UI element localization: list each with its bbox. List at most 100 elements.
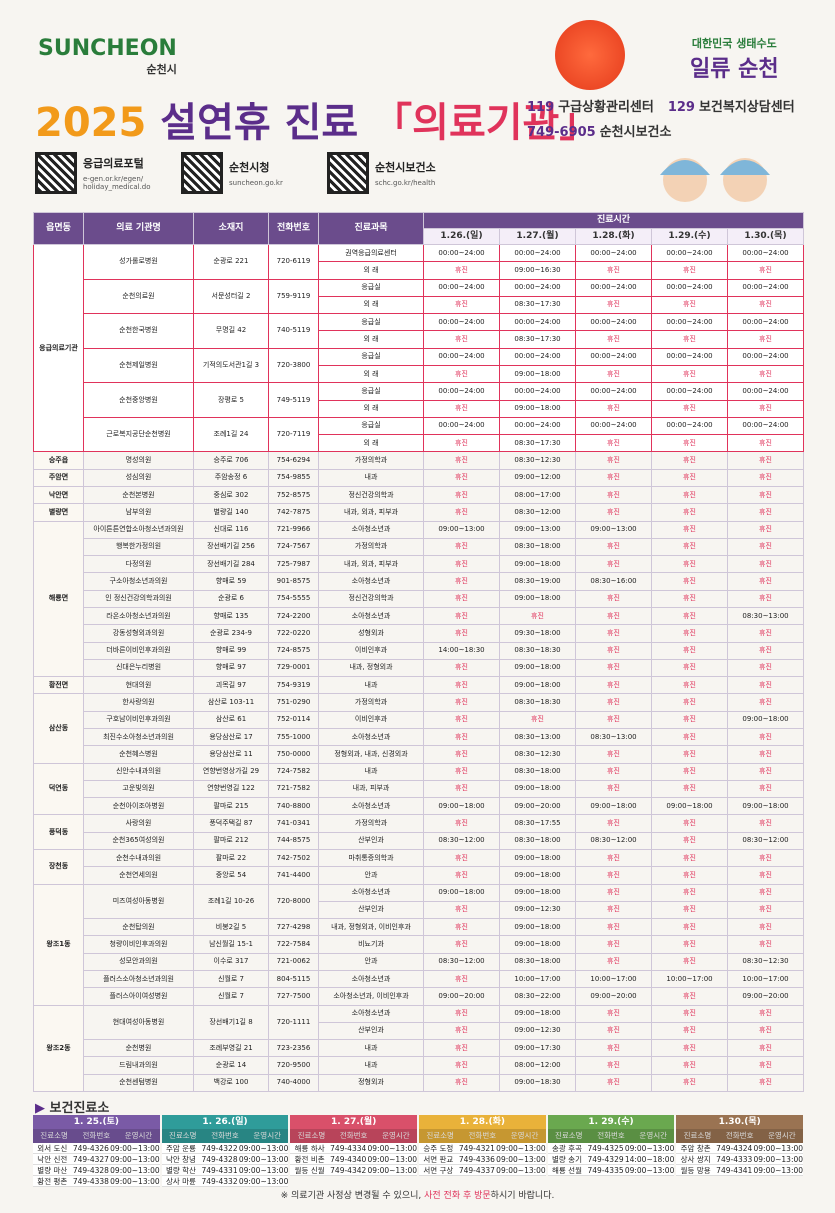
cell-addr: 주암송정 6	[193, 468, 269, 487]
cell-tel: 740-5119	[268, 313, 319, 349]
hours: 00:00~24:00	[727, 382, 804, 401]
cell-addr: 풍덕주택길 87	[193, 814, 269, 833]
column-header: 진료소명	[419, 1129, 462, 1143]
hours: 휴진	[423, 485, 500, 505]
cell-tel: 752-0114	[268, 710, 319, 729]
hours: 휴진	[575, 1004, 652, 1023]
cell-tel: 741-0341	[268, 814, 319, 833]
hours: 휴진	[575, 537, 652, 557]
cell-tel: 744-8575	[268, 831, 319, 850]
hours: 휴진	[727, 468, 804, 487]
hours: 휴진	[575, 676, 652, 695]
clinic-cell: 749-4338	[71, 1176, 111, 1187]
dept: 소아청소년과, 이비인후과	[318, 987, 424, 1006]
area: 해룡면	[33, 520, 84, 678]
dept: 정신건강의학과	[318, 485, 424, 505]
column-header: 전화번호	[589, 1129, 633, 1143]
column-headers: 진료소명 전화번호 운영시간	[419, 1129, 546, 1143]
cell-tel: 722-7584	[268, 935, 319, 954]
hours: 휴진	[575, 1056, 652, 1075]
hours: 휴진	[727, 434, 804, 453]
hours: 휴진	[651, 935, 728, 954]
hours: 08:30~12:00	[727, 831, 804, 850]
clinic-cell: 09:00~13:00	[753, 1165, 804, 1176]
hours: 08:30~18:00	[499, 952, 576, 971]
clinic-row: 별량 송기 749-4329 14:00~18:00	[547, 1154, 675, 1165]
row: 순천한국병원 무명길 42 740-5119 응급실 00:00~24:00 00:00~…	[34, 313, 804, 349]
dept: 소아청소년과	[318, 1004, 424, 1023]
hours: 00:00~24:00	[423, 382, 500, 401]
group: 낙안면 순천본병원 중심로 302 752-8575 정신건강의학과 휴진 08:00~17…	[33, 485, 804, 505]
contact-label: 구급상황관리센터	[558, 100, 654, 115]
slogan-main: 일류 순천	[690, 57, 779, 82]
hours: 휴진	[727, 503, 804, 522]
hours: 10:00~17:00	[727, 969, 804, 989]
hours: 휴진	[575, 658, 652, 678]
cell-tel: 721-9966	[268, 520, 319, 539]
group: 해룡면 아이튼튼연합소아청소년과의원 신대로 116 721-9966 소아청소년과 09…	[33, 520, 804, 678]
cell-addr: 장선배기길 284	[193, 555, 269, 574]
dept: 외 래	[318, 261, 424, 280]
hours: 09:00~13:00	[423, 520, 500, 539]
hours: 08:30~19:00	[499, 572, 576, 591]
dept: 가정의학과	[318, 537, 424, 557]
hours: 휴진	[727, 555, 804, 574]
hours: 휴진	[651, 555, 728, 574]
qr-code	[181, 152, 223, 194]
column-header: 소재지	[193, 212, 269, 245]
hours: 휴진	[651, 451, 728, 470]
hours: 휴진	[423, 1056, 500, 1075]
hours: 휴진	[651, 1039, 728, 1058]
dept: 권역응급의료센터	[318, 243, 424, 263]
cell-addr: 연향번영상가길 29	[193, 762, 269, 781]
hours: 00:00~24:00	[499, 313, 576, 332]
hours: 08:30~18:30	[499, 693, 576, 712]
hours: 휴진	[575, 952, 652, 971]
link-url: e-gen.or.kr/egen/ holiday_medical.do	[83, 175, 151, 191]
dept: 응급실	[318, 278, 424, 297]
cell-name: 드림내과의원	[83, 1056, 194, 1075]
clinic-row: 주암 운룡 749-4322 09:00~13:00	[161, 1143, 289, 1154]
row: 순천제일병원 기적의도서관1길 3 720-3800 응급실 00:00~24:00 00…	[34, 347, 804, 384]
hours: 휴진	[423, 779, 500, 799]
cell-tel: 720-9500	[268, 1056, 319, 1075]
row: 순천센텀병원 백강로 100 740-4000 정형외과 휴진 09:00~18:30 휴진…	[34, 1073, 804, 1093]
hours: 휴진	[727, 1004, 804, 1023]
hours: 휴진	[423, 295, 500, 315]
clinic-cell: 749-4336	[457, 1154, 497, 1165]
hours: 00:00~24:00	[727, 416, 804, 436]
hours: 09:00~18:00	[651, 797, 728, 816]
clinic-row: 월등 신월 749-4342 09:00~13:00	[290, 1165, 418, 1176]
cell-addr: 팔마로 22	[193, 848, 269, 868]
day-header: 1. 28.(화)	[419, 1115, 546, 1129]
dept: 소아청소년과	[318, 883, 424, 902]
hours: 휴진	[651, 848, 728, 868]
cell-addr: 삼산로 61	[193, 710, 269, 729]
cell-tel: 721-0062	[268, 952, 319, 971]
group: 왕조1동 미즈여성아동병원 조례1길 10-26 720-8000 소아청소년과 09:0…	[33, 883, 804, 1006]
hours: 휴진	[727, 1073, 804, 1093]
cell-name: 사랑의원	[83, 814, 194, 833]
clinic-day: 1. 27.(월) 진료소명 전화번호 운영시간 해룡 하사 749-4334 09:00~…	[290, 1115, 418, 1187]
dept: 안과	[318, 866, 424, 885]
cell-tel: 901-8575	[268, 572, 319, 591]
hours: 00:00~24:00	[423, 347, 500, 366]
hours: 휴진	[423, 969, 500, 989]
hours: 휴진	[423, 866, 500, 885]
hours: 09:00~12:30	[499, 1021, 576, 1041]
clinic-day: 1. 26.(일) 진료소명 전화번호 운영시간 주암 운룡 749-4322 09:00~…	[161, 1115, 289, 1187]
hours: 휴진	[651, 295, 728, 315]
hours: 휴진	[575, 295, 652, 315]
clinic-cell: 749-4337	[457, 1165, 497, 1176]
hours: 휴진	[651, 261, 728, 280]
hours: 09:00~18:00	[499, 658, 576, 678]
contact-number: 119	[527, 100, 555, 115]
clinic-row: 상사 마륜 749-4332 09:00~13:00	[161, 1176, 289, 1187]
cell-name: 한사랑의원	[83, 693, 194, 712]
date-header: 1.27.(월)	[499, 228, 576, 245]
clinic-row: 황전 평촌 749-4338 09:00~13:00	[33, 1176, 160, 1187]
note-highlight: 사전 전화 후 방문	[424, 1191, 491, 1201]
cell-addr: 용당삼산로 17	[193, 727, 269, 747]
hours: 09:00~18:00	[575, 797, 652, 816]
clinic-cell: 해룡 하사	[290, 1143, 329, 1154]
